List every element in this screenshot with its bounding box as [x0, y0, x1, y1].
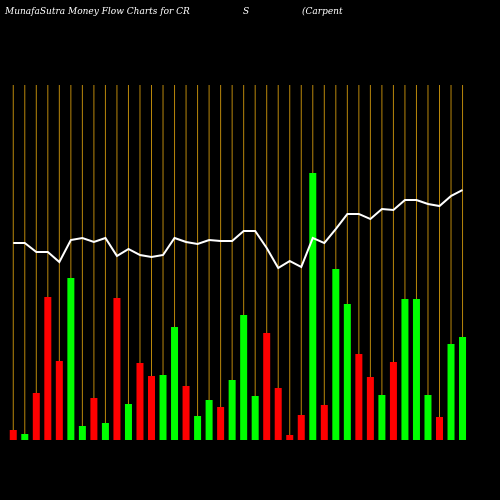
chart-title: (Carpent: [302, 6, 343, 17]
bar: [55, 361, 63, 440]
bar: [240, 315, 248, 440]
bar: [436, 417, 443, 440]
bar: [217, 407, 225, 440]
bar: [424, 395, 432, 440]
bar: [136, 363, 144, 440]
bar: [67, 278, 75, 440]
bar: [332, 269, 340, 440]
bar: [159, 375, 167, 440]
bar: [366, 377, 374, 440]
chart-title: S: [243, 7, 249, 17]
bar: [286, 435, 294, 440]
bar: [412, 299, 420, 440]
bar: [90, 398, 98, 440]
bar: [9, 430, 17, 440]
bar: [113, 298, 121, 440]
bar: [297, 415, 305, 440]
bar: [459, 337, 467, 440]
bar: [401, 299, 409, 440]
bar: [194, 416, 202, 440]
bar: [44, 297, 52, 440]
price-line: [13, 189, 464, 270]
bar: [447, 344, 455, 440]
bar: [205, 400, 213, 440]
bar: [171, 327, 179, 440]
bar: [251, 396, 259, 440]
bar: [378, 395, 386, 440]
bar: [148, 376, 155, 440]
bar: [228, 380, 236, 440]
bar: [274, 388, 282, 440]
bar: [32, 393, 40, 440]
bar: [389, 362, 397, 440]
bar: [320, 405, 328, 440]
bar: [182, 386, 190, 440]
bar: [343, 304, 351, 440]
bar: [78, 426, 86, 440]
chart-title: MunafaSutra Money Flow Charts for CR: [4, 7, 190, 17]
bar: [124, 404, 132, 440]
bar: [263, 333, 271, 440]
bar: [309, 173, 317, 440]
bar: [355, 354, 363, 440]
bar: [101, 423, 109, 440]
bar: [21, 434, 29, 440]
